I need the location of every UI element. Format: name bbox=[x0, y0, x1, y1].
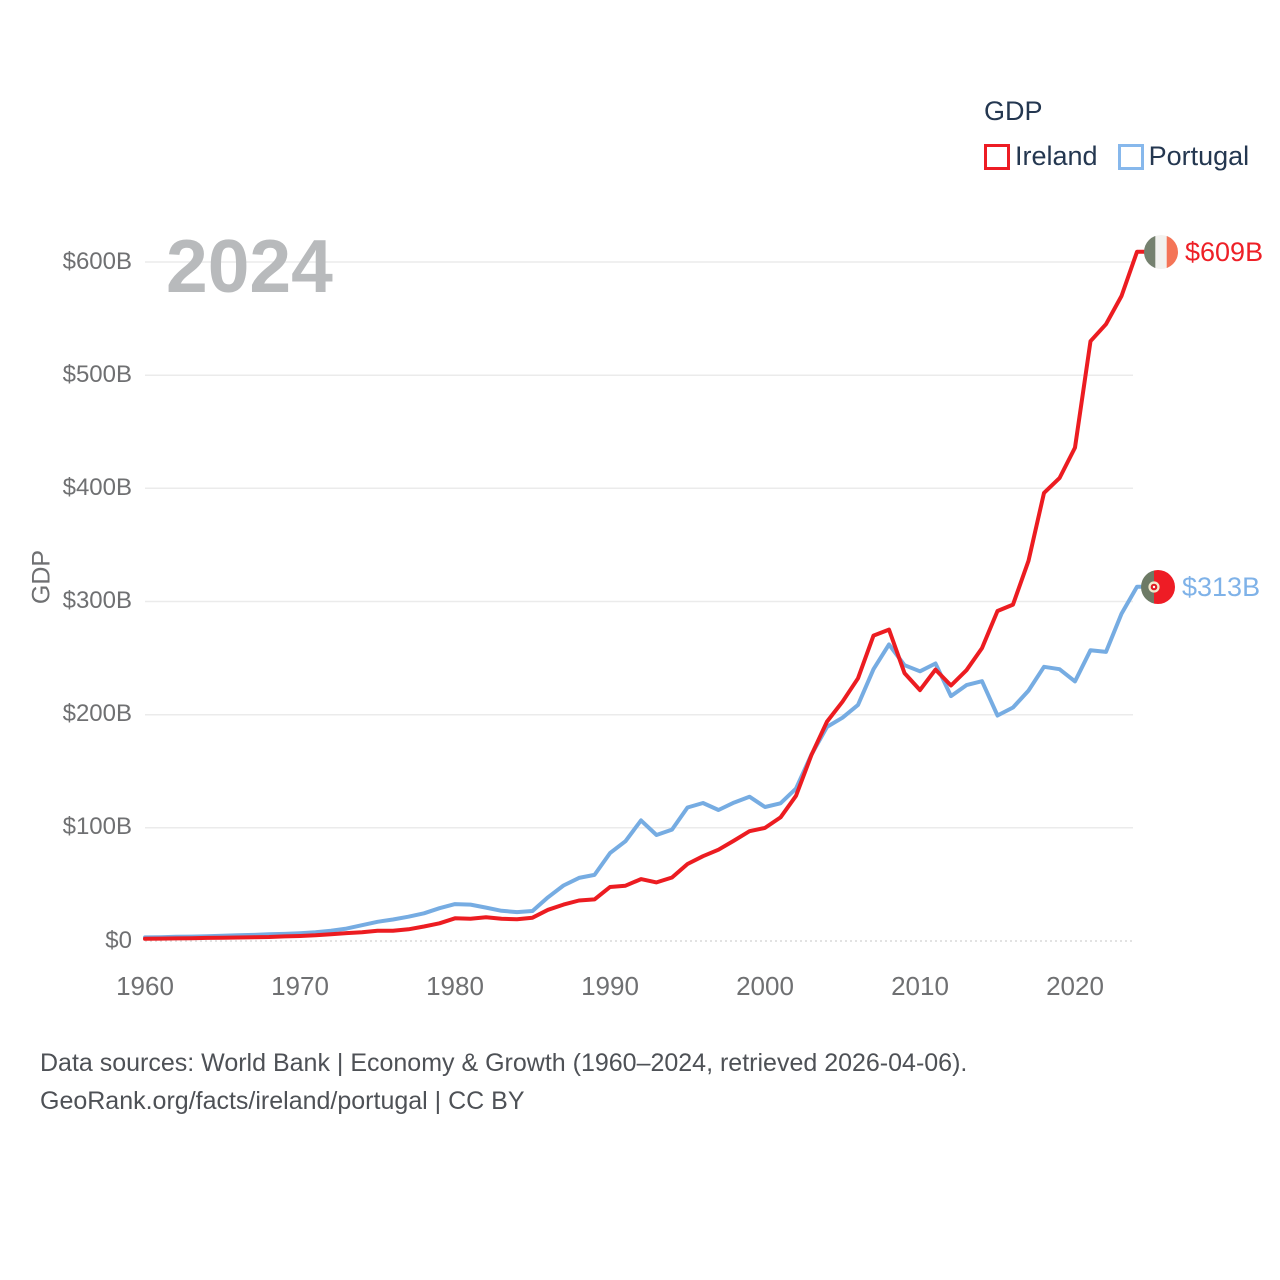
portugal-swatch-icon bbox=[1117, 143, 1144, 170]
legend: GDP Ireland Portugal bbox=[984, 96, 1249, 172]
y-tick-600: $600B bbox=[62, 248, 132, 275]
y-tick-500: $500B bbox=[62, 361, 132, 388]
year-watermark: 2024 bbox=[166, 224, 333, 308]
legend-item-portugal[interactable]: Portugal bbox=[1117, 141, 1250, 172]
ireland-end-label: $609B bbox=[1144, 235, 1263, 269]
portugal-flag-icon bbox=[1141, 570, 1175, 604]
portugal-end-label: $313B bbox=[1141, 570, 1260, 604]
ireland-flag-icon bbox=[1144, 235, 1178, 269]
ireland-end-value: $609B bbox=[1185, 237, 1264, 267]
y-tick-400: $400B bbox=[62, 474, 132, 501]
y-tick-200: $200B bbox=[62, 700, 132, 727]
x-tick-2010: 2010 bbox=[891, 971, 949, 1001]
y-tick-300: $300B bbox=[62, 587, 132, 614]
footer-line2: GeoRank.org/facts/ireland/portugal | CC … bbox=[40, 1087, 525, 1115]
x-tick-2020: 2020 bbox=[1046, 971, 1104, 1001]
footer-attribution: Data sources: World Bank | Economy & Gro… bbox=[40, 1044, 1140, 1120]
y-tick-0: $0 bbox=[105, 927, 132, 954]
x-tick-1960: 1960 bbox=[116, 971, 174, 1001]
legend-title: GDP bbox=[984, 96, 1043, 126]
footer-line1: Data sources: World Bank | Economy & Gro… bbox=[40, 1049, 968, 1077]
legend-label-ireland: Ireland bbox=[1015, 141, 1098, 171]
legend-item-ireland[interactable]: Ireland bbox=[984, 141, 1098, 172]
x-tick-1990: 1990 bbox=[581, 971, 639, 1001]
x-tick-1980: 1980 bbox=[426, 971, 484, 1001]
y-tick-100: $100B bbox=[62, 813, 132, 840]
x-tick-1970: 1970 bbox=[271, 971, 329, 1001]
x-tick-2000: 2000 bbox=[736, 971, 794, 1001]
legend-label-portugal: Portugal bbox=[1148, 141, 1250, 171]
portugal-end-value: $313B bbox=[1182, 572, 1261, 602]
ireland-swatch-icon bbox=[984, 143, 1010, 170]
